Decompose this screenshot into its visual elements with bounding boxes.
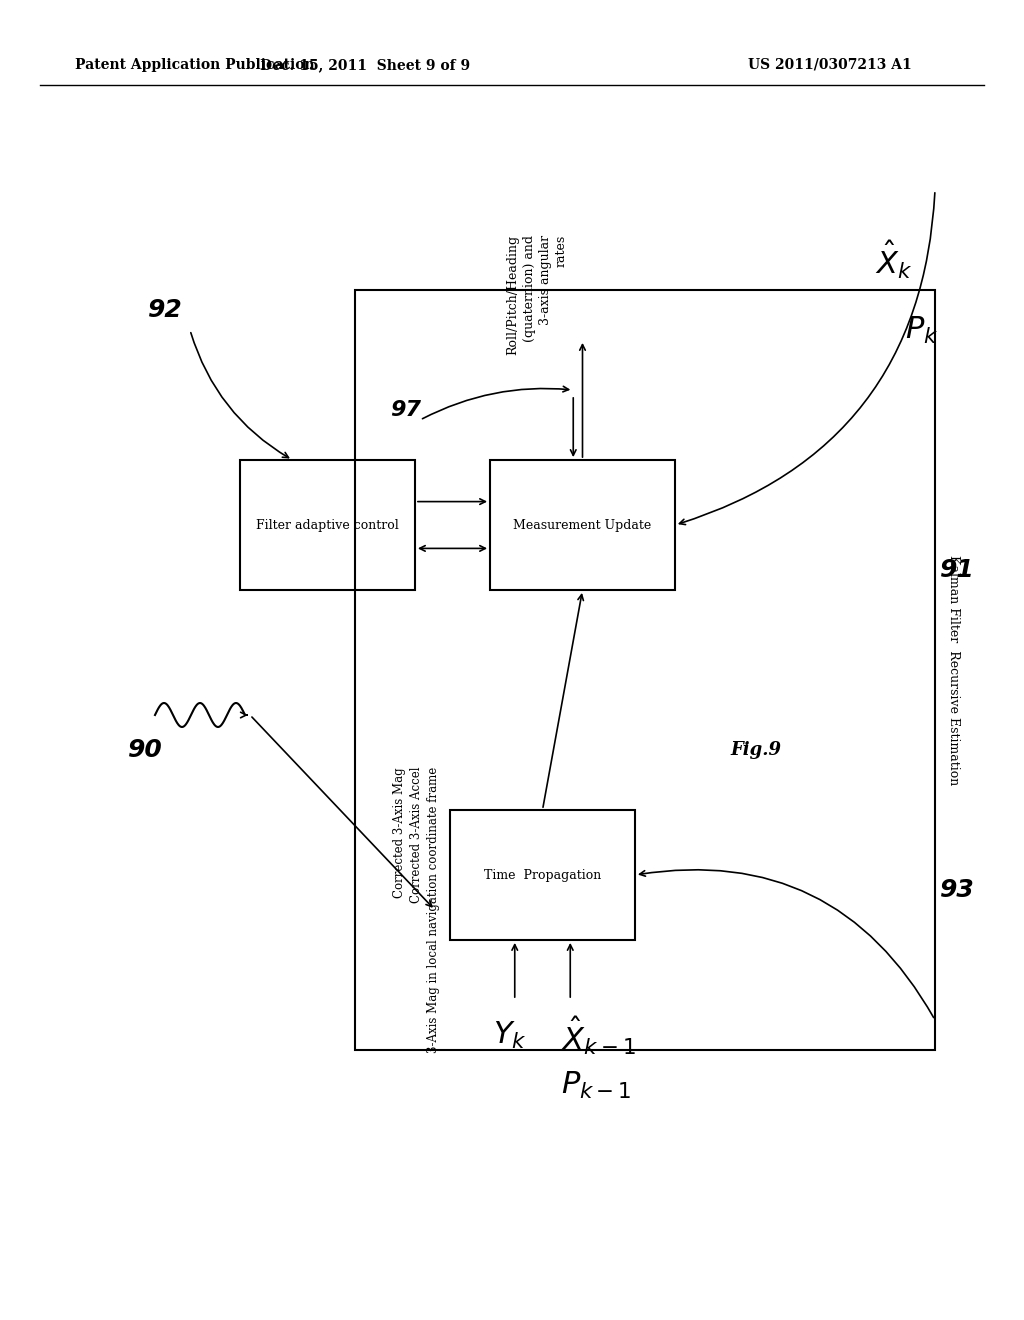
Text: Dec. 15, 2011  Sheet 9 of 9: Dec. 15, 2011 Sheet 9 of 9 [260,58,470,73]
Bar [240,459,415,590]
Text: $\hat{X}_{k-1}$: $\hat{X}_{k-1}$ [561,1015,636,1057]
Text: Patent Application Publication: Patent Application Publication [75,58,314,73]
Text: $Y_k$: $Y_k$ [493,1020,526,1051]
Bar [355,290,935,1049]
Bar [450,810,635,940]
Text: Filter adaptive control: Filter adaptive control [256,519,399,532]
Text: 93: 93 [940,878,975,902]
Text: Time  Propagation: Time Propagation [484,869,601,882]
Text: 90: 90 [128,738,163,762]
Text: $\hat{X}_k$: $\hat{X}_k$ [874,239,912,281]
Text: $P_{k-1}$: $P_{k-1}$ [561,1071,632,1101]
Text: Roll/Pitch/Heading
(quaternion) and
3-axis angular
rates: Roll/Pitch/Heading (quaternion) and 3-ax… [507,235,567,355]
Text: Corrected 3-Axis Mag
Corrected 3-Axis Accel
3-Axis Mag in local navigation coord: Corrected 3-Axis Mag Corrected 3-Axis Ac… [393,767,440,1053]
Text: 92: 92 [148,298,182,322]
Text: Kalman Filter  Recursive Estimation: Kalman Filter Recursive Estimation [947,554,961,785]
Text: Measurement Update: Measurement Update [513,519,651,532]
Text: Fig.9: Fig.9 [730,741,781,759]
Bar [490,459,675,590]
Text: US 2011/0307213 A1: US 2011/0307213 A1 [749,58,912,73]
Text: 97: 97 [390,400,421,420]
Text: 91: 91 [940,558,975,582]
Text: $P_k$: $P_k$ [905,314,938,346]
